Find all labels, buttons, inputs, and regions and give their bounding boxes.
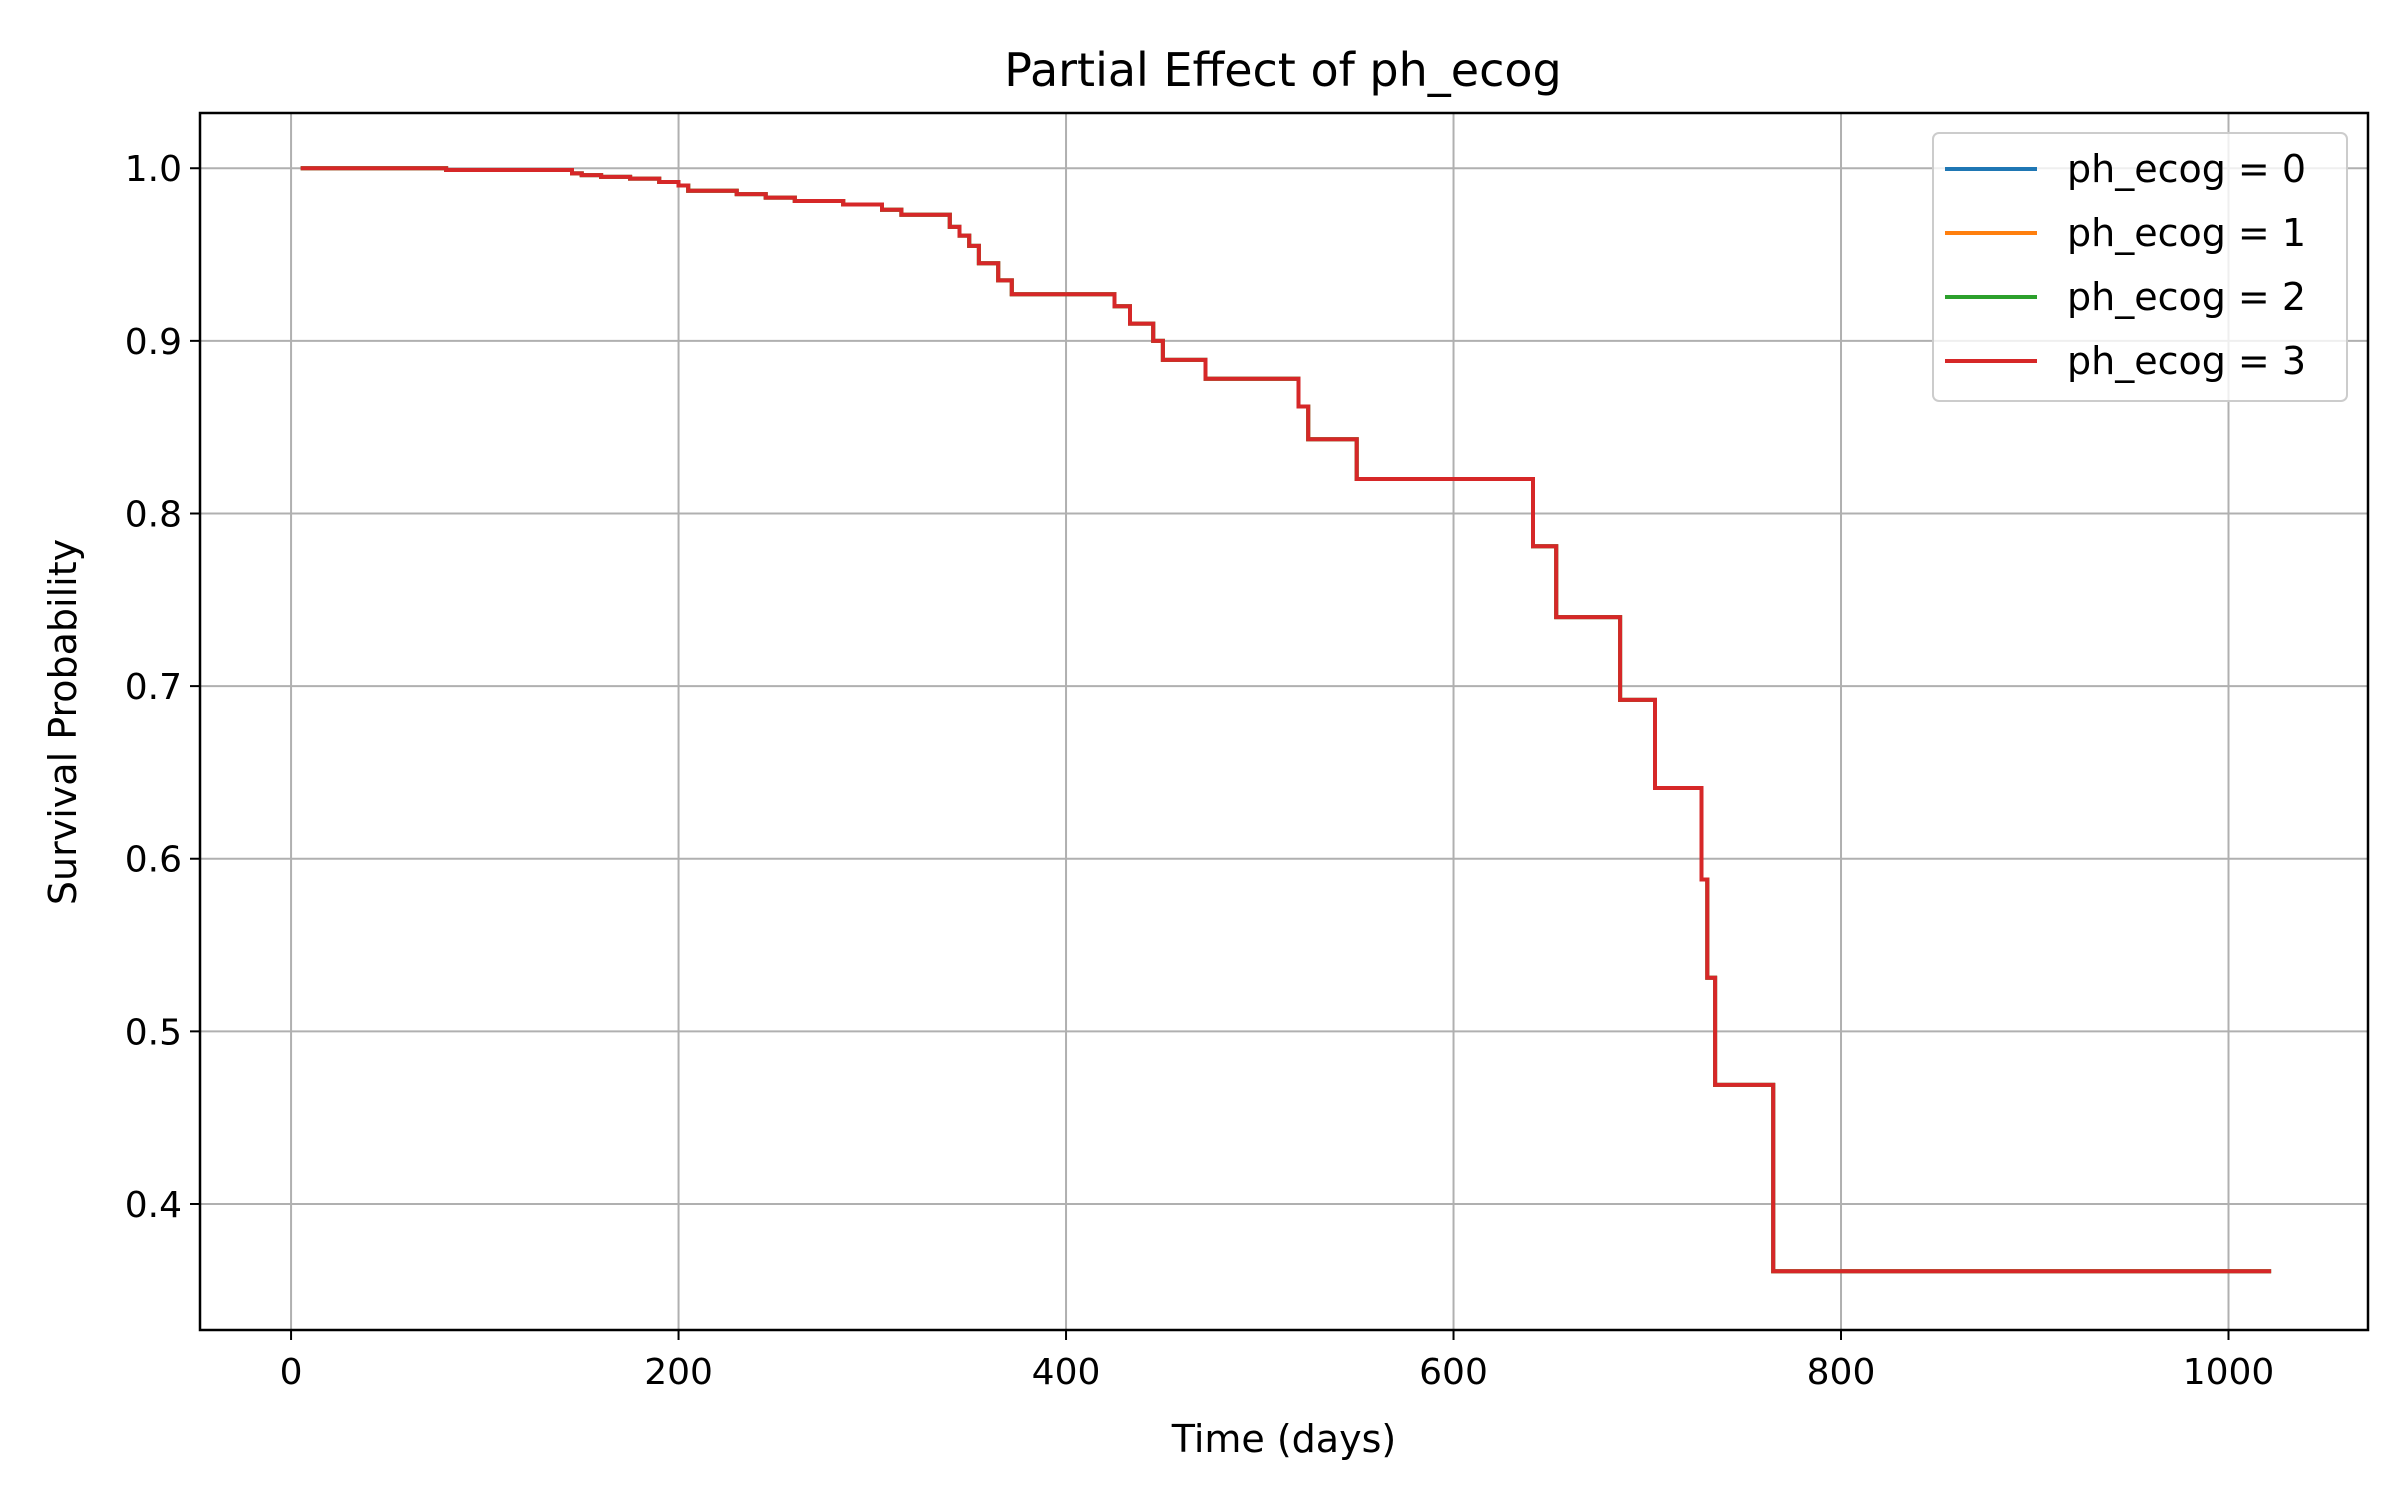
y-tick-label: 0.6 [125,840,182,881]
x-axis-ticks: 0 200 400 600 800 1000 [280,1330,2275,1393]
series-lines [300,166,2272,1274]
x-tick-label: 400 [1032,1352,1101,1393]
x-tick-label: 0 [280,1352,303,1393]
legend-label: ph_ecog = 0 [2067,147,2306,191]
y-tick-label: 0.8 [125,494,182,535]
series-line-3 [300,166,2272,1274]
x-tick-label: 200 [644,1352,713,1393]
y-tick-label: 1.0 [125,149,182,190]
chart-title: Partial Effect of ph_ecog [1004,43,1561,97]
legend-label: ph_ecog = 3 [2067,339,2306,383]
y-tick-label: 0.7 [125,667,182,708]
y-axis-title: Survival Probability [41,539,85,905]
y-tick-label: 0.9 [125,322,182,363]
x-axis-title: Time (days) [1171,1417,1396,1461]
plot-frame [198,111,2370,1332]
x-tick-label: 800 [1807,1352,1876,1393]
y-tick-label: 0.4 [125,1185,182,1226]
x-tick-label: 1000 [2183,1352,2275,1393]
y-tick-label: 0.5 [125,1012,182,1053]
legend-label: ph_ecog = 2 [2067,275,2306,319]
grid [200,113,2368,1330]
legend: ph_ecog = 0 ph_ecog = 1 ph_ecog = 2 ph_ecog… [1932,132,2348,402]
legend-box [1932,132,2348,402]
y-axis-ticks: 0.4 0.5 0.6 0.7 0.8 0.9 1.0 [125,149,200,1226]
legend-label: ph_ecog = 1 [2067,211,2306,255]
x-tick-label: 600 [1419,1352,1488,1393]
